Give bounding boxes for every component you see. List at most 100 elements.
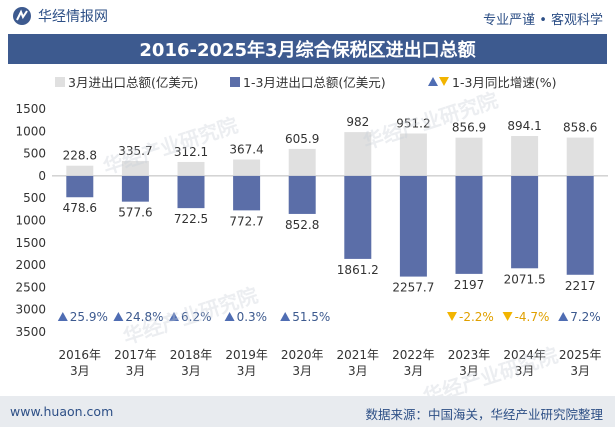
x-tick-label: 2019年 xyxy=(225,348,268,362)
data-label-march: 856.9 xyxy=(452,121,486,135)
bar-march xyxy=(399,133,427,176)
bar-march xyxy=(511,136,539,176)
growth-up-marker xyxy=(169,312,179,321)
x-tick-label: 3月 xyxy=(348,364,368,378)
chart-title: 2016-2025年3月综合保税区进出口总额 xyxy=(139,40,476,61)
bar-march xyxy=(177,161,205,176)
data-label-march: 228.8 xyxy=(63,149,97,163)
x-tick-label: 2023年 xyxy=(448,348,491,362)
brand-name: 华经情报网 xyxy=(38,9,108,25)
y-tick-label: 0 xyxy=(38,169,46,183)
growth-down-marker xyxy=(447,312,457,321)
bar-ytd xyxy=(288,175,316,214)
data-label-ytd: 722.5 xyxy=(174,212,208,226)
growth-up-marker xyxy=(558,312,569,321)
y-tick-label: 3500 xyxy=(15,325,46,339)
bar-ytd xyxy=(233,175,261,211)
x-tick-label: 3月 xyxy=(459,364,479,378)
x-tick-label: 3月 xyxy=(292,364,312,378)
footer-source: 数据来源：中国海关，华经产业研究院整理 xyxy=(365,407,603,422)
bar-ytd xyxy=(566,175,594,275)
bar-ytd xyxy=(511,175,539,269)
data-label-ytd: 2197 xyxy=(454,278,485,292)
data-label-march: 894.1 xyxy=(507,119,541,133)
legend-swatch-ytd xyxy=(230,76,240,87)
x-tick-label: 3月 xyxy=(70,364,90,378)
growth-label: 24.8% xyxy=(125,310,163,324)
bar-march xyxy=(566,137,594,176)
legend-item-march: 3月进出口总额(亿美元) xyxy=(55,72,198,91)
bar-march xyxy=(455,137,483,176)
x-tick-label: 3月 xyxy=(181,364,201,378)
triangle-up-icon xyxy=(428,77,438,86)
data-label-march: 605.9 xyxy=(285,132,319,146)
legend-item-growth: 1-3月同比增速(%) xyxy=(428,72,557,91)
growth-label: -4.7% xyxy=(515,310,550,324)
growth-up-marker xyxy=(113,312,124,321)
title-bar: 2016-2025年3月综合保税区进出口总额 xyxy=(8,34,607,64)
bar-ytd xyxy=(455,175,483,274)
bar-ytd xyxy=(177,175,205,209)
data-label-march: 951.2 xyxy=(396,116,430,130)
x-tick-label: 2022年 xyxy=(392,348,435,362)
x-tick-label: 3月 xyxy=(237,364,257,378)
data-label-ytd: 577.6 xyxy=(118,206,152,220)
x-tick-label: 3月 xyxy=(404,364,424,378)
footer: www.huaon.com 数据来源：中国海关，华经产业研究院整理 xyxy=(0,396,615,427)
legend-item-ytd: 1-3月进出口总额(亿美元) xyxy=(230,72,386,91)
legend-label-ytd: 1-3月进出口总额(亿美元) xyxy=(243,75,386,90)
bar-ytd xyxy=(66,175,94,198)
data-label-ytd: 772.7 xyxy=(229,214,263,228)
data-label-ytd: 478.6 xyxy=(63,201,97,215)
data-label-march: 982 xyxy=(346,115,369,129)
y-tick-label: 3000 xyxy=(15,303,46,317)
bar-ytd xyxy=(121,175,149,202)
y-tick-label: 2500 xyxy=(15,280,46,294)
y-tick-label: 1000 xyxy=(15,124,46,138)
data-label-ytd: 2071.5 xyxy=(504,272,546,286)
x-tick-label: 2021年 xyxy=(337,348,380,362)
data-label-march: 335.7 xyxy=(118,144,152,158)
legend-label-growth: 1-3月同比增速(%) xyxy=(452,75,557,90)
growth-down-marker xyxy=(502,312,513,321)
chart-area: 1500 1000 500 0 500 1000 1500 2000 2500 3000 3500 2… xyxy=(15,102,608,378)
data-label-march: 312.1 xyxy=(174,145,208,159)
x-tick-label: 3月 xyxy=(515,364,535,378)
x-tick-label: 2018年 xyxy=(170,348,213,362)
x-tick-label: 2024年 xyxy=(503,348,546,362)
legend-label-march: 3月进出口总额(亿美元) xyxy=(68,75,199,90)
growth-label: 25.9% xyxy=(70,310,108,324)
growth-label: 51.5% xyxy=(292,310,330,324)
data-label-march: 858.6 xyxy=(563,121,597,135)
x-tick-label: 3月 xyxy=(126,364,146,378)
brand[interactable]: 华经情报网 xyxy=(12,6,108,26)
legend: 3月进出口总额(亿美元) 1-3月进出口总额(亿美元) 1-3月同比增速(%) xyxy=(0,72,615,92)
x-tick-label: 2020年 xyxy=(281,348,324,362)
bar-march xyxy=(344,132,372,176)
data-label-ytd: 1861.2 xyxy=(337,263,379,277)
y-tick-label: 1500 xyxy=(15,236,46,250)
growth-label: 7.2% xyxy=(570,310,601,324)
growth-label: 0.3% xyxy=(237,310,268,324)
y-tick-label: 500 xyxy=(23,147,46,161)
bar-ytd xyxy=(344,175,372,259)
bar-march xyxy=(66,165,94,176)
y-tick-label: 1000 xyxy=(15,214,46,228)
growth-up-marker xyxy=(280,312,291,321)
data-label-ytd: 2257.7 xyxy=(392,281,434,295)
bar-ytd xyxy=(399,175,427,277)
y-tick-label: 500 xyxy=(23,191,46,205)
huajing-logo-icon xyxy=(13,7,31,25)
footer-url[interactable]: www.huaon.com xyxy=(10,404,114,419)
growth-up-marker xyxy=(224,312,235,321)
data-label-march: 367.4 xyxy=(229,143,263,157)
growth-up-marker xyxy=(57,312,68,321)
bar-march xyxy=(121,160,149,176)
y-tick-label: 1500 xyxy=(15,102,46,116)
triangle-down-icon xyxy=(439,77,449,86)
legend-swatch-march xyxy=(55,76,65,87)
bar-march xyxy=(233,159,261,176)
data-label-ytd: 852.8 xyxy=(285,218,319,232)
bar-march xyxy=(288,148,316,176)
x-tick-label: 2025年 xyxy=(559,348,602,362)
